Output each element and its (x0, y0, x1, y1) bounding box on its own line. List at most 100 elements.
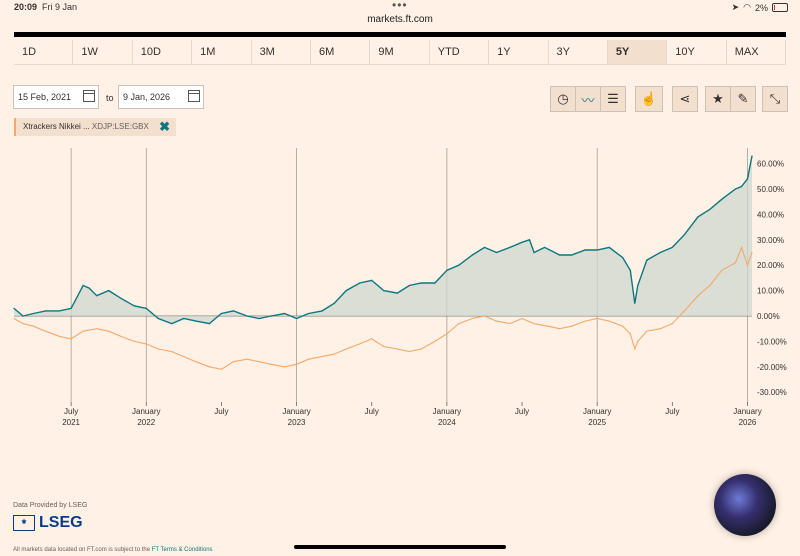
data-point-xdjp (408, 284, 410, 287)
data-point-comparison (634, 348, 636, 350)
more-dots-icon[interactable]: ••• (392, 0, 408, 12)
data-point-xdjp (283, 312, 286, 315)
data-point-comparison (546, 325, 549, 327)
status-time: 20:09 (14, 2, 38, 12)
to-label: to (106, 93, 114, 103)
from-date-input[interactable]: 15 Feb, 2021 (13, 85, 99, 109)
data-point-comparison (70, 338, 72, 340)
data-point-xdjp (659, 251, 661, 254)
series-line-comparison (13, 245, 753, 370)
url-bar[interactable]: markets.ft.com (367, 14, 433, 25)
collapse-button[interactable]: ⤡ (762, 86, 788, 112)
indicators-icon: ☰ (607, 91, 619, 106)
data-point-xdjp (596, 249, 598, 251)
indicators-button[interactable]: ☰ (600, 86, 626, 112)
data-point-comparison (608, 320, 610, 322)
data-point-comparison (629, 333, 631, 335)
x-tick-label: January (733, 407, 761, 416)
data-point-comparison (96, 328, 98, 330)
data-point-comparison (646, 330, 648, 332)
chart-style-button[interactable]: 〰 (575, 86, 601, 112)
data-point-xdjp (195, 320, 197, 322)
data-point-comparison (734, 262, 737, 264)
to-date-input[interactable]: 9 Jan, 2026 (118, 85, 204, 109)
battery-icon (772, 3, 788, 12)
data-point-xdjp (683, 234, 685, 236)
range-selector: 1D 1W 10D 1M 3M 6M 9M YTD 1Y 3Y 5Y 10Y MAX (14, 40, 787, 65)
data-point-xdjp (145, 307, 147, 309)
x-tick-label: July (365, 407, 379, 416)
data-point-comparison (295, 363, 298, 365)
range-button-1m[interactable]: 1M (192, 40, 252, 64)
data-point-comparison (533, 323, 535, 325)
price-chart[interactable]: 60.00% 50.00% 40.00% 30.00% 20.00% 10.00% 0.00… (0, 140, 800, 440)
data-point-xdjp (446, 269, 448, 271)
status-date: Fri 9 Jan (42, 2, 78, 12)
data-point-xdjp (208, 323, 210, 325)
range-button-10y[interactable]: 10Y (667, 40, 727, 64)
x-tick-year: 2023 (288, 418, 306, 427)
range-button-10d[interactable]: 10D (133, 40, 193, 64)
range-button-5y[interactable]: 5Y (607, 40, 668, 64)
data-point-comparison (157, 348, 159, 350)
data-point-comparison (408, 350, 410, 353)
x-tick-label: July (515, 407, 529, 416)
x-tick-label: January (132, 407, 160, 416)
y-tick-label: -20.00% (757, 363, 787, 372)
lseg-logo[interactable]: ⚜ LSEG (13, 514, 83, 532)
share-button[interactable]: ⋖ (672, 86, 698, 112)
range-button-3y[interactable]: 3Y (549, 40, 608, 64)
data-point-comparison (32, 325, 35, 327)
touch-button[interactable]: ☝ (635, 86, 663, 112)
annotate-button[interactable]: ✎ (730, 86, 756, 112)
calendar-icon[interactable] (83, 90, 95, 102)
terms-link[interactable]: FT Terms & Conditions (151, 547, 213, 553)
calendar-icon[interactable] (188, 90, 200, 102)
y-tick-label: 50.00% (757, 185, 784, 194)
range-button-1w[interactable]: 1W (73, 40, 133, 64)
siri-orb[interactable] (714, 474, 776, 536)
data-point-comparison (637, 340, 639, 342)
favourite-button[interactable]: ★ (705, 86, 731, 112)
data-point-comparison (133, 340, 135, 342)
data-point-comparison (208, 366, 210, 368)
range-button-max[interactable]: MAX (727, 40, 787, 64)
data-point-comparison (183, 356, 185, 358)
data-point-xdjp (183, 317, 185, 320)
data-point-comparison (232, 361, 235, 363)
data-point-comparison (171, 350, 173, 353)
data-point-comparison (258, 361, 260, 363)
range-button-6m[interactable]: 6M (311, 40, 371, 64)
data-point-comparison (396, 348, 398, 350)
x-tick-label: July (214, 407, 228, 416)
data-point-xdjp (321, 310, 323, 312)
data-point-xdjp (220, 312, 223, 315)
data-point-xdjp (295, 317, 298, 320)
range-button-ytd[interactable]: YTD (430, 40, 490, 64)
data-point-xdjp (543, 246, 546, 249)
range-button-9m[interactable]: 9M (370, 40, 430, 64)
data-point-xdjp (359, 282, 361, 284)
data-point-xdjp (533, 251, 535, 254)
wifi-icon: ◠ (743, 2, 751, 12)
data-point-comparison (321, 356, 323, 358)
data-point-xdjp (13, 307, 15, 309)
data-point-comparison (509, 323, 511, 325)
clock-button[interactable]: ◷ (550, 86, 576, 112)
data-point-comparison (145, 343, 147, 345)
range-button-1d[interactable]: 1D (14, 40, 74, 64)
x-tick-label: July (64, 407, 78, 416)
data-point-xdjp (157, 317, 159, 320)
home-indicator[interactable] (294, 545, 506, 549)
data-point-comparison (220, 368, 223, 370)
data-point-xdjp (671, 246, 673, 249)
range-button-3m[interactable]: 3M (252, 40, 311, 64)
data-point-xdjp (740, 185, 743, 188)
remove-series-icon[interactable]: ✖ (159, 119, 170, 134)
y-tick-label: 20.00% (757, 261, 784, 270)
legend-item[interactable]: Xtrackers Nikkei ... XDJP:LSE:GBX ✖ (14, 118, 176, 136)
data-point-xdjp (270, 315, 272, 317)
footer-note: All markets data located on FT.com is su… (13, 547, 213, 553)
data-point-xdjp (495, 251, 498, 254)
range-button-1y[interactable]: 1Y (489, 40, 549, 64)
